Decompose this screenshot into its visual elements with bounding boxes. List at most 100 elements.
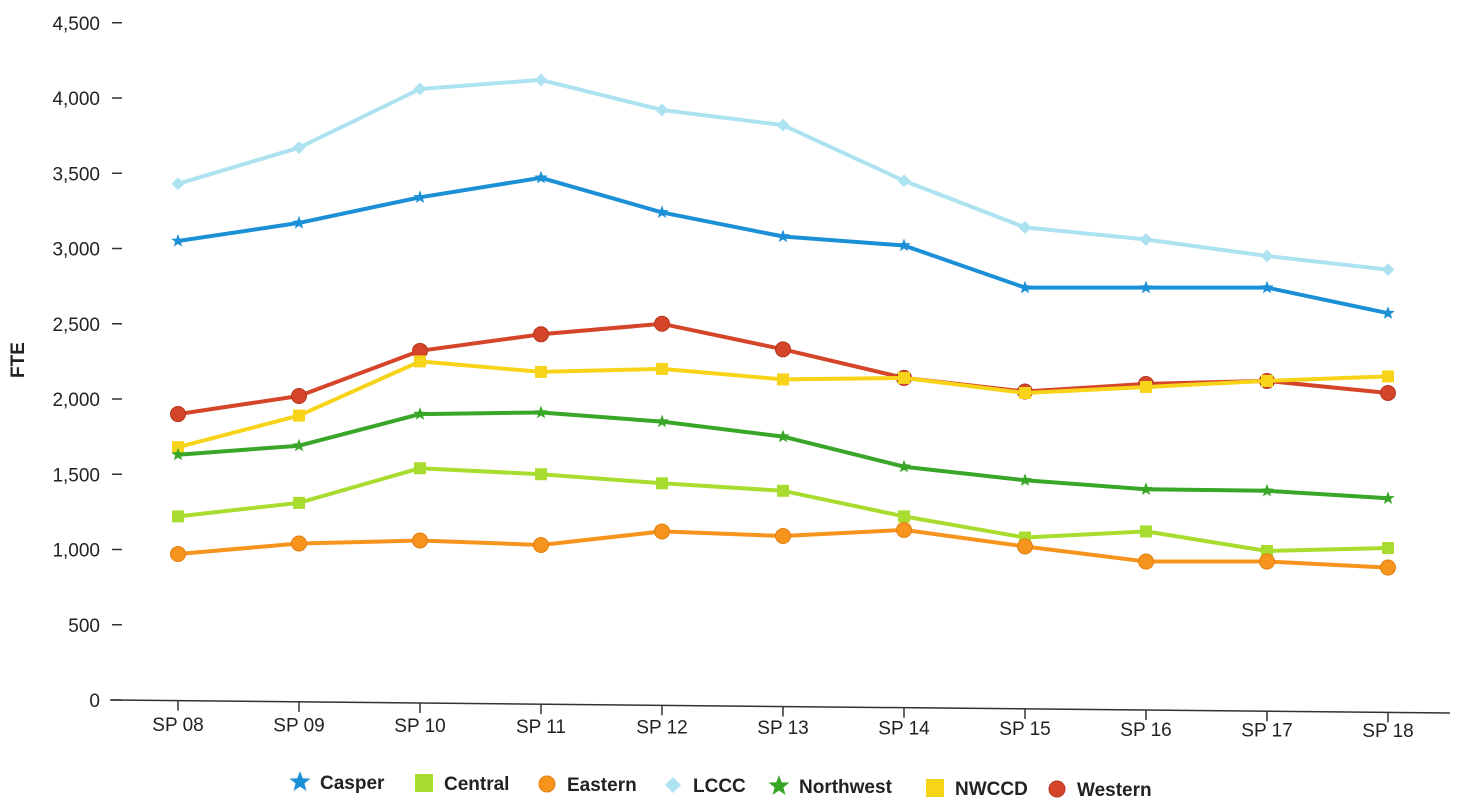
series-central bbox=[172, 462, 1394, 558]
data-point bbox=[655, 103, 669, 117]
data-point bbox=[293, 496, 305, 509]
data-point bbox=[170, 406, 186, 423]
data-point bbox=[171, 177, 185, 191]
data-point bbox=[292, 215, 306, 229]
data-point bbox=[414, 462, 426, 475]
data-point bbox=[1381, 306, 1395, 319]
data-point bbox=[655, 414, 669, 428]
data-point bbox=[534, 170, 548, 184]
x-axis-line bbox=[109, 699, 1451, 714]
data-point bbox=[654, 315, 670, 332]
data-point bbox=[897, 174, 911, 188]
data-point bbox=[413, 190, 427, 203]
data-point bbox=[292, 438, 306, 452]
legend-item-eastern: Eastern bbox=[538, 775, 637, 796]
data-point bbox=[776, 118, 790, 132]
legend-swatch bbox=[538, 775, 556, 793]
data-point bbox=[1381, 491, 1395, 504]
y-tick-label: 2,000 bbox=[52, 390, 100, 411]
legend-label: Casper bbox=[320, 773, 385, 794]
legend-item-lccc: LCCC bbox=[665, 776, 746, 797]
data-point bbox=[1018, 220, 1032, 234]
data-point bbox=[656, 477, 668, 490]
legend-item-central: Central bbox=[415, 774, 509, 795]
legend-swatch bbox=[1048, 780, 1066, 798]
data-point bbox=[1260, 280, 1274, 294]
data-point bbox=[775, 341, 791, 358]
data-point bbox=[413, 82, 427, 96]
series-western bbox=[170, 315, 1396, 423]
legend-label: Northwest bbox=[799, 777, 893, 798]
data-point bbox=[1018, 280, 1032, 294]
x-axis: SP 08 SP 09 SP 10 SP 11 SP 12 SP 13 SP 14 SP 15… bbox=[109, 699, 1451, 742]
data-point bbox=[533, 326, 549, 343]
data-point bbox=[533, 536, 549, 553]
data-point bbox=[1139, 232, 1153, 246]
x-tick-label: SP 15 bbox=[999, 719, 1050, 740]
data-point bbox=[291, 387, 307, 404]
data-point bbox=[898, 371, 910, 384]
y-tick-label: 1,000 bbox=[52, 541, 100, 562]
data-point bbox=[291, 535, 307, 552]
x-tick-label: SP 17 bbox=[1241, 720, 1292, 741]
y-axis-title: FTE bbox=[8, 342, 29, 378]
data-point bbox=[413, 407, 427, 420]
data-point bbox=[412, 532, 428, 549]
data-point bbox=[535, 365, 547, 378]
data-point bbox=[534, 73, 548, 87]
data-point bbox=[1382, 370, 1394, 383]
series-casper bbox=[171, 170, 1395, 319]
data-point bbox=[170, 546, 186, 563]
data-point bbox=[171, 447, 185, 461]
series-nwccd bbox=[172, 355, 1394, 454]
legend-swatch bbox=[768, 775, 790, 795]
data-point bbox=[897, 238, 911, 252]
data-point bbox=[1260, 249, 1274, 263]
data-point bbox=[172, 441, 184, 454]
x-tick-label: SP 18 bbox=[1362, 721, 1413, 742]
data-point bbox=[292, 141, 306, 155]
data-point bbox=[293, 409, 305, 422]
legend-label: NWCCD bbox=[955, 779, 1028, 800]
y-tick-label: 1,500 bbox=[52, 465, 100, 486]
legend-label: Western bbox=[1077, 780, 1152, 801]
x-tick-label: SP 10 bbox=[394, 716, 445, 737]
legend-label: Eastern bbox=[567, 775, 637, 796]
x-tick-label: SP 12 bbox=[636, 717, 687, 738]
series-lccc bbox=[171, 73, 1395, 277]
data-point bbox=[1139, 482, 1153, 495]
data-point bbox=[172, 510, 184, 523]
data-point bbox=[535, 468, 547, 481]
series-line bbox=[177, 77, 1389, 272]
data-point bbox=[896, 521, 912, 538]
x-tick-label: SP 09 bbox=[273, 716, 324, 737]
data-point bbox=[1380, 559, 1396, 576]
data-point bbox=[1380, 384, 1396, 401]
data-point bbox=[776, 429, 790, 443]
y-tick-label: 0 bbox=[89, 691, 100, 712]
x-tick-label: SP 13 bbox=[757, 718, 808, 739]
legend-item-western: Western bbox=[1048, 780, 1152, 801]
data-point bbox=[1382, 541, 1394, 554]
data-point bbox=[1018, 473, 1032, 486]
data-point bbox=[777, 484, 789, 497]
legend-label: Central bbox=[444, 774, 509, 795]
x-tick-label: SP 08 bbox=[152, 715, 203, 736]
y-axis: 0 500 1,000 1,500 2,000 2,500 3,000 3,500 4,000 4… bbox=[52, 14, 122, 712]
data-point bbox=[171, 234, 185, 247]
data-point bbox=[1259, 553, 1275, 570]
legend-swatch bbox=[926, 779, 944, 797]
data-point bbox=[775, 527, 791, 544]
legend-item-northwest: Northwest bbox=[768, 775, 893, 798]
data-point bbox=[1260, 483, 1274, 497]
data-point bbox=[414, 355, 426, 368]
legend-swatch bbox=[415, 774, 433, 792]
series-eastern bbox=[170, 521, 1396, 576]
x-tick-label: SP 16 bbox=[1120, 720, 1171, 741]
y-tick-label: 3,000 bbox=[52, 240, 100, 261]
data-point bbox=[777, 373, 789, 386]
data-point bbox=[655, 205, 669, 218]
legend-item-nwccd: NWCCD bbox=[926, 779, 1028, 800]
data-point bbox=[897, 459, 911, 473]
